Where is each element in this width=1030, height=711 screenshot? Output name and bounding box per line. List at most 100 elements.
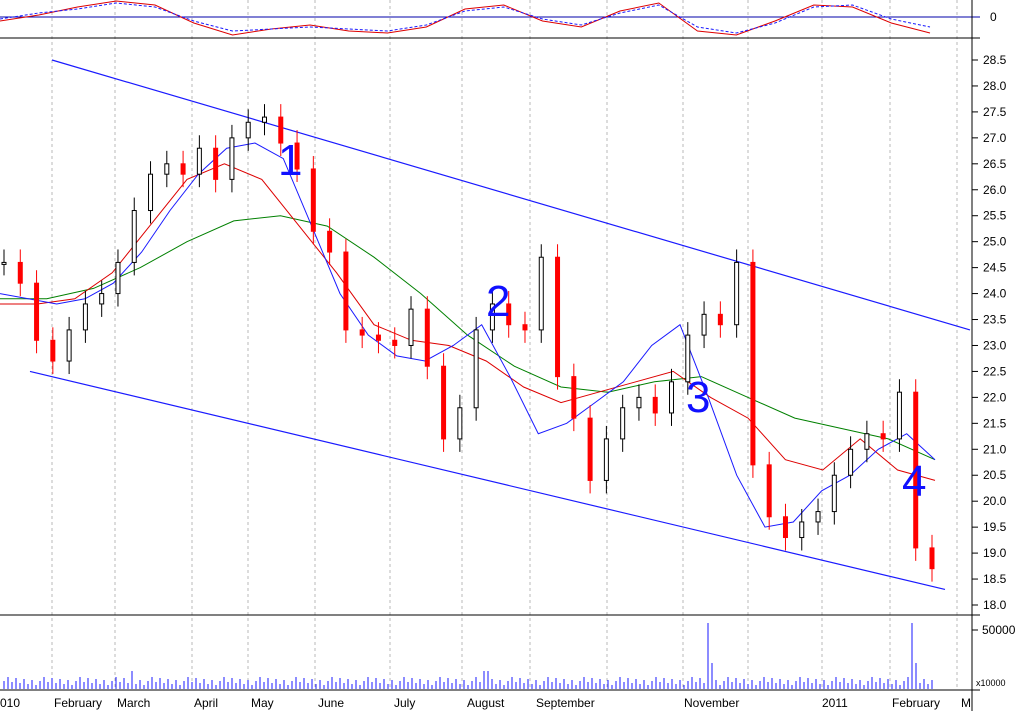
candle-body <box>831 474 837 513</box>
date-axis: 010 February March April May June July August Se… <box>0 696 971 710</box>
candle-body <box>734 261 740 326</box>
y-tick-label: 28.0 <box>983 79 1007 93</box>
x-tick-label: May <box>251 696 274 710</box>
candle-body <box>685 334 691 383</box>
y-tick-label: 23.0 <box>983 338 1007 352</box>
y-tick-label: 28.5 <box>983 53 1007 67</box>
candle-body <box>196 147 202 175</box>
volume-panel: 50000 x10000 <box>3 623 1016 689</box>
oscillator-line-red <box>0 0 931 36</box>
moving-averages <box>0 142 936 528</box>
oscillator-line-blue <box>0 2 931 34</box>
y-tick-label: 21.0 <box>983 442 1007 456</box>
candle-body <box>359 329 365 336</box>
candle-body <box>148 173 154 212</box>
y-tick-label: 23.5 <box>983 313 1007 327</box>
candle-body <box>929 547 935 570</box>
y-tick-label: 22.5 <box>983 364 1007 378</box>
candle-body <box>913 391 919 549</box>
candle-body <box>310 168 316 232</box>
candle-body <box>571 376 577 419</box>
volume-multiplier-label: x10000 <box>976 678 1006 688</box>
trend-channel <box>29 59 971 591</box>
candle-body <box>50 339 56 362</box>
candle-body <box>506 303 512 326</box>
candle-body <box>99 293 105 305</box>
candle-body <box>896 391 902 440</box>
y-tick-label: 25.0 <box>983 235 1007 249</box>
oscillator-zero-label: 0 <box>990 10 997 24</box>
candle-body <box>538 256 544 331</box>
candle-body <box>652 396 658 414</box>
candle-body <box>587 417 593 481</box>
wave-label-1: 1 <box>278 136 302 185</box>
y-tick-label: 22.0 <box>983 390 1007 404</box>
moving-average-red <box>0 163 936 481</box>
y-tick-label: 20.5 <box>983 468 1007 482</box>
y-tick-label: 26.5 <box>983 157 1007 171</box>
candle-body <box>180 163 186 175</box>
y-tick-label: 27.0 <box>983 131 1007 145</box>
price-axis: 28.5 28.0 27.5 27.0 26.5 26.0 25.5 25.0 24.5 24.0… <box>972 53 1007 612</box>
wave-label-2: 2 <box>486 277 510 326</box>
x-tick-label: February <box>54 696 102 710</box>
candle-body <box>17 261 23 284</box>
y-tick-label: 20.0 <box>983 494 1007 508</box>
y-tick-label: 25.5 <box>983 209 1007 223</box>
candle-body <box>82 303 88 331</box>
candle-body <box>880 433 886 440</box>
candle-body <box>848 448 854 476</box>
candle-body <box>66 329 72 362</box>
candle-body <box>327 230 333 253</box>
candle-body <box>489 303 495 331</box>
y-tick-label: 21.5 <box>983 416 1007 430</box>
candle-body <box>750 261 756 466</box>
candle-body <box>229 137 235 180</box>
candle-body <box>555 256 561 378</box>
candle-body <box>164 163 170 175</box>
moving-average-blue <box>0 142 936 528</box>
candle-body <box>620 407 626 440</box>
candle-body <box>473 329 479 409</box>
candle-body <box>603 438 609 481</box>
candle-body <box>864 433 870 450</box>
x-tick-label: M <box>961 696 971 710</box>
candle-body <box>278 116 284 144</box>
wave-labels: 1 2 3 4 <box>278 136 926 506</box>
x-tick-label: 2011 <box>822 696 848 710</box>
candle-body <box>131 210 137 263</box>
candle-body <box>441 365 447 440</box>
candle-body <box>701 313 707 336</box>
candle-body <box>34 282 40 341</box>
candle-body <box>522 324 528 331</box>
x-tick-label: September <box>536 696 595 710</box>
x-tick-label: February <box>892 696 940 710</box>
candle-body <box>294 142 300 170</box>
candle-body <box>375 334 381 341</box>
candle-body <box>766 464 772 518</box>
volume-tick-label: 50000 <box>982 623 1016 637</box>
candle-body <box>717 313 723 326</box>
candle-body <box>245 121 251 139</box>
candles <box>1 104 935 582</box>
y-tick-label: 18.5 <box>983 572 1007 586</box>
candle-body <box>424 308 430 367</box>
candle-body <box>392 339 398 346</box>
x-tick-label: June <box>318 696 344 710</box>
oscillator-panel: 0 <box>0 0 997 36</box>
candle-body <box>115 261 121 295</box>
x-tick-label: March <box>117 696 150 710</box>
x-tick-label: August <box>467 696 505 710</box>
y-tick-label: 19.0 <box>983 546 1007 560</box>
y-tick-label: 27.5 <box>983 105 1007 119</box>
candle-body <box>343 251 349 331</box>
candle-body <box>799 521 805 539</box>
x-tick-label: November <box>684 696 739 710</box>
wave-label-3: 3 <box>686 373 710 422</box>
candle-body <box>669 381 675 414</box>
candle-body <box>213 147 219 180</box>
x-tick-label: April <box>194 696 218 710</box>
lower-channel-line <box>29 370 946 591</box>
candle-body <box>815 511 821 523</box>
